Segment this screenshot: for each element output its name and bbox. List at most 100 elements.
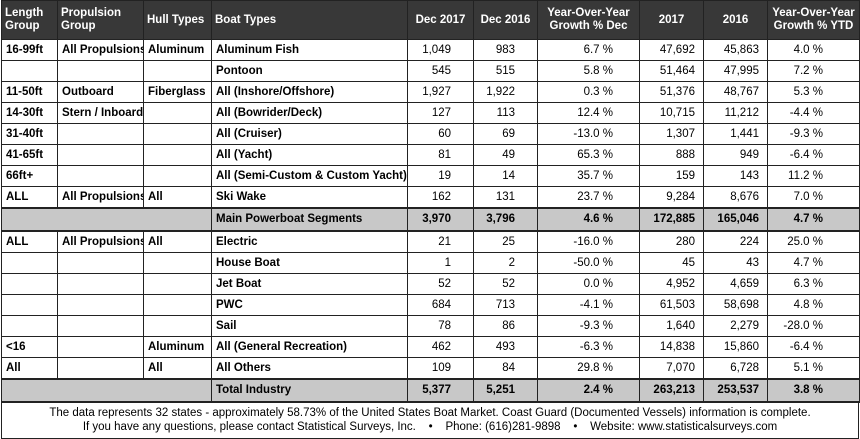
dec-2016-cell: 1,922 <box>473 81 538 103</box>
dec-2017-cell: 1,049 <box>407 39 474 61</box>
boat-type-cell: Electric <box>211 230 408 253</box>
dec-2017-cell: 19 <box>407 165 474 187</box>
length-group-cell: 14-30ft <box>1 102 58 124</box>
length-group-cell: 16-99ft <box>1 39 58 61</box>
table-row: Jet Boat 52 52 0.0 % 4,952 4,659 6.3 % <box>1 273 860 295</box>
ytd-2016-cell: 4,659 <box>703 273 768 295</box>
length-group-cell <box>1 60 58 82</box>
table-row: ALL All Propulsions All Electric 21 25 -16.0 %… <box>1 230 860 253</box>
ytd-2017-cell: 9,284 <box>639 186 704 209</box>
table-row: PWC 684 713 -4.1 % 61,503 58,698 4.8 % <box>1 294 860 316</box>
hull-type-cell <box>143 294 212 316</box>
dec-2016-cell: 14 <box>473 165 538 187</box>
table-row: Sail 78 86 -9.3 % 1,640 2,279 -28.0 % <box>1 315 860 337</box>
hull-type-cell <box>143 60 212 82</box>
propulsion-group-cell <box>57 336 144 358</box>
yoy-dec-cell: -9.3 % <box>537 315 640 337</box>
dec-2017-cell: 78 <box>407 315 474 337</box>
table-row: ALL All Propulsions All Ski Wake 162 131 23.7 … <box>1 186 860 209</box>
boat-type-cell: PWC <box>211 294 408 316</box>
yoy-dec-cell: -16.0 % <box>537 230 640 253</box>
table-row: 31-40ft All (Cruiser) 60 69 -13.0 % 1,307 1,44… <box>1 123 860 145</box>
length-group-cell: All <box>1 357 58 380</box>
header-dec-2017: Dec 2017 <box>407 0 474 40</box>
propulsion-group-cell <box>57 294 144 316</box>
yoy-ytd-cell: -6.4 % <box>767 336 860 358</box>
hull-type-cell: Aluminum <box>143 336 212 358</box>
propulsion-group-cell <box>57 252 144 274</box>
yoy-ytd-cell: 4.0 % <box>767 39 860 61</box>
main-segments-2016: 165,046 <box>703 207 768 232</box>
main-segments-label: Main Powerboat Segments <box>211 207 408 232</box>
yoy-dec-cell: 5.8 % <box>537 60 640 82</box>
yoy-ytd-cell: 5.3 % <box>767 81 860 103</box>
length-group-cell: ALL <box>1 230 58 253</box>
header-yoy-dec: Year-Over-Year Growth % Dec <box>537 0 640 40</box>
hull-type-cell: All <box>143 230 212 253</box>
yoy-dec-cell: 12.4 % <box>537 102 640 124</box>
dec-2016-cell: 52 <box>473 273 538 295</box>
ytd-2016-cell: 6,728 <box>703 357 768 380</box>
yoy-dec-cell: -4.1 % <box>537 294 640 316</box>
boat-type-cell: All (General Recreation) <box>211 336 408 358</box>
propulsion-group-cell <box>57 60 144 82</box>
total-industry-section: Total Industry 5,377 5,251 2.4 % 263,213… <box>1 378 860 403</box>
dec-2017-cell: 127 <box>407 102 474 124</box>
boat-type-cell: All (Cruiser) <box>211 123 408 145</box>
boat-type-cell: All (Inshore/Offshore) <box>211 81 408 103</box>
length-group-cell <box>1 252 58 274</box>
header-length-group: Length Group <box>1 0 58 40</box>
hull-type-cell: Fiberglass <box>143 81 212 103</box>
dec-2017-cell: 684 <box>407 294 474 316</box>
hull-type-cell <box>143 102 212 124</box>
total-industry-dec2016: 5,251 <box>473 378 538 403</box>
ytd-2017-cell: 159 <box>639 165 704 187</box>
dec-2016-cell: 25 <box>473 230 538 253</box>
dec-2017-cell: 21 <box>407 230 474 253</box>
table-row: 66ft+ All (Semi-Custom & Custom Yacht) 19 1… <box>1 165 860 187</box>
ytd-2017-cell: 7,070 <box>639 357 704 380</box>
header-row: Length Group Propulsion Group Hull Types… <box>1 0 860 40</box>
yoy-ytd-cell: -9.3 % <box>767 123 860 145</box>
ytd-2016-cell: 1,441 <box>703 123 768 145</box>
hull-type-cell <box>143 123 212 145</box>
hull-type-cell <box>143 144 212 166</box>
total-industry-row: Total Industry 5,377 5,251 2.4 % 263,213… <box>1 378 860 403</box>
ytd-2017-cell: 45 <box>639 252 704 274</box>
total-industry-2016: 253,537 <box>703 378 768 403</box>
ytd-2017-cell: 4,952 <box>639 273 704 295</box>
hull-type-cell <box>143 315 212 337</box>
yoy-ytd-cell: 6.3 % <box>767 273 860 295</box>
table-row: 16-99ft All Propulsions Aluminum Aluminum F… <box>1 39 860 61</box>
ytd-2017-cell: 47,692 <box>639 39 704 61</box>
yoy-dec-cell: 23.7 % <box>537 186 640 209</box>
ytd-2016-cell: 8,676 <box>703 186 768 209</box>
footer-line-1: The data represents 32 states - approxim… <box>49 407 811 419</box>
dec-2017-cell: 52 <box>407 273 474 295</box>
yoy-ytd-cell: 5.1 % <box>767 357 860 380</box>
yoy-ytd-cell: 25.0 % <box>767 230 860 253</box>
ytd-2017-cell: 51,376 <box>639 81 704 103</box>
ytd-2016-cell: 143 <box>703 165 768 187</box>
boat-type-cell: All (Yacht) <box>211 144 408 166</box>
hull-type-cell: All <box>143 186 212 209</box>
length-group-cell: ALL <box>1 186 58 209</box>
ytd-2017-cell: 1,640 <box>639 315 704 337</box>
bottom-rows: ALL All Propulsions All Electric 21 25 -16.0 %… <box>1 230 860 380</box>
main-segments-dec2017: 3,970 <box>407 207 474 232</box>
main-segments-2017: 172,885 <box>639 207 704 232</box>
hull-type-cell <box>143 273 212 295</box>
table-row: 41-65ft All (Yacht) 81 49 65.3 % 888 949 -6.4 % <box>1 144 860 166</box>
dec-2016-cell: 2 <box>473 252 538 274</box>
main-segments-yoy-dec: 4.6 % <box>537 207 640 232</box>
length-group-cell: 41-65ft <box>1 144 58 166</box>
propulsion-group-cell <box>57 315 144 337</box>
boat-type-cell: Jet Boat <box>211 273 408 295</box>
boat-type-cell: Sail <box>211 315 408 337</box>
total-industry-yoy-ytd: 3.8 % <box>767 378 860 403</box>
boat-type-cell: Ski Wake <box>211 186 408 209</box>
dec-2016-cell: 131 <box>473 186 538 209</box>
dec-2016-cell: 493 <box>473 336 538 358</box>
dec-2017-cell: 462 <box>407 336 474 358</box>
dec-2016-cell: 515 <box>473 60 538 82</box>
